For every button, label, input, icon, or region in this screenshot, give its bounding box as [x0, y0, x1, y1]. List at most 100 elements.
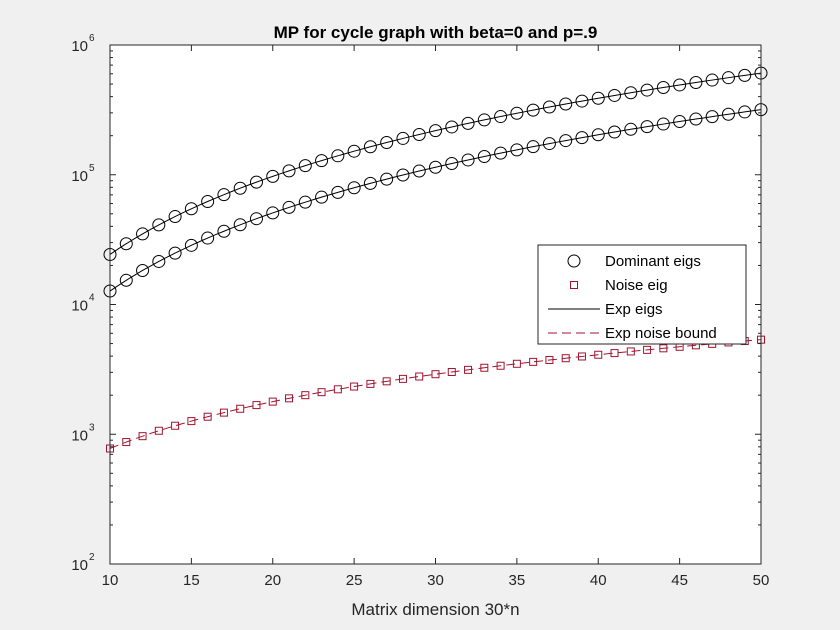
data-point-circle	[266, 169, 280, 183]
data-point-circle	[119, 273, 133, 287]
data-point-circle	[624, 86, 638, 100]
series-exp-noise-bound	[109, 339, 762, 449]
data-point-circle	[591, 91, 605, 105]
data-point-square	[333, 385, 342, 394]
series-dominant-eigs-upper-	[103, 66, 768, 261]
data-point-circle	[347, 144, 361, 158]
data-point-square	[203, 412, 212, 421]
x-tick-label: 50	[753, 572, 770, 589]
data-point-square	[187, 417, 196, 426]
data-point-circle	[347, 181, 361, 195]
legend-entry[interactable]: Exp eigs	[548, 301, 663, 318]
data-point-circle	[184, 202, 198, 216]
legend-label: Exp eigs	[605, 301, 663, 318]
data-point-circle	[331, 149, 345, 163]
y-tick-exponent: 5	[89, 163, 95, 174]
data-point-square	[268, 397, 277, 406]
legend-entry[interactable]: Exp noise bound	[548, 325, 717, 342]
data-point-circle	[119, 237, 133, 251]
data-point-circle	[494, 110, 508, 124]
x-tick-label: 20	[264, 572, 281, 589]
data-point-circle	[168, 246, 182, 260]
data-point-circle	[705, 73, 719, 87]
data-point-circle	[152, 254, 166, 268]
series-exp-eigs-lower-	[109, 109, 762, 292]
data-point-circle	[721, 107, 735, 121]
y-tick-exponent: 6	[89, 33, 95, 44]
data-point-circle	[445, 120, 459, 134]
data-point-circle	[608, 125, 622, 139]
data-point-square	[285, 394, 294, 403]
legend-entry[interactable]: Noise eig	[570, 277, 668, 294]
legend-label: Dominant eigs	[605, 253, 701, 270]
y-tick-exponent: 4	[89, 293, 95, 304]
data-point-square	[382, 377, 391, 386]
data-point-circle	[315, 190, 329, 204]
data-point-circle	[217, 188, 231, 202]
y-tick-label: 10 5	[71, 163, 95, 185]
data-point-square	[122, 438, 131, 447]
data-point-circle	[689, 112, 703, 126]
x-axis-label: Matrix dimension 30*n	[351, 600, 519, 619]
data-point-circle	[575, 131, 589, 145]
y-tick-label: 10 6	[71, 33, 95, 55]
data-point-circle	[477, 149, 491, 163]
data-point-circle	[412, 127, 426, 141]
y-tick-label: 10 3	[71, 422, 95, 444]
data-point-circle	[526, 140, 540, 154]
x-tick-label: 45	[671, 572, 688, 589]
data-point-square	[350, 382, 359, 391]
legend-label: Noise eig	[605, 277, 668, 294]
data-point-circle	[510, 106, 524, 120]
data-point-circle	[673, 78, 687, 92]
data-point-circle	[233, 181, 247, 195]
data-point-circle	[510, 143, 524, 157]
data-point-square	[154, 426, 163, 435]
data-point-circle	[249, 212, 263, 226]
data-point-circle	[136, 263, 150, 277]
data-point-circle	[559, 134, 573, 148]
data-point-circle	[640, 120, 654, 134]
y-tick-label: 10 4	[71, 293, 95, 315]
y-tick-base: 10	[71, 298, 88, 315]
data-point-circle	[298, 195, 312, 209]
data-point-circle	[315, 154, 329, 168]
y-tick-base: 10	[71, 168, 88, 185]
data-point-circle	[477, 113, 491, 127]
data-point-circle	[721, 71, 735, 85]
y-tick-base: 10	[71, 557, 88, 574]
legend-entry[interactable]: Dominant eigs	[567, 253, 701, 270]
data-point-circle	[380, 136, 394, 150]
data-point-circle	[168, 210, 182, 224]
data-point-circle	[461, 153, 475, 167]
data-point-square	[138, 432, 147, 441]
plot-series-layer	[103, 66, 768, 453]
data-point-circle	[152, 218, 166, 232]
series-line	[109, 339, 762, 449]
data-point-circle	[380, 172, 394, 186]
data-point-circle	[673, 115, 687, 129]
data-point-circle	[363, 176, 377, 190]
data-point-circle	[542, 100, 556, 114]
legend[interactable]: Dominant eigs Noise eig Exp eigs Exp noise …	[537, 244, 747, 345]
x-tick-label: 40	[590, 572, 607, 589]
y-tick-exponent: 3	[89, 422, 95, 433]
data-point-circle	[282, 200, 296, 214]
data-point-circle	[331, 185, 345, 199]
data-point-square	[301, 391, 310, 400]
data-point-square	[171, 421, 180, 430]
series-dominant-eigs-lower-	[103, 103, 768, 298]
y-tick-exponent: 2	[89, 552, 95, 563]
data-point-circle	[396, 131, 410, 145]
data-point-circle	[575, 94, 589, 108]
legend-box	[537, 244, 747, 345]
legend-label: Exp noise bound	[605, 325, 717, 342]
series-line	[109, 109, 762, 292]
data-point-square	[366, 379, 375, 388]
y-tick-label: 10 2	[71, 552, 95, 574]
data-point-circle	[201, 194, 215, 208]
data-point-square	[252, 401, 261, 410]
data-point-square	[219, 408, 228, 417]
